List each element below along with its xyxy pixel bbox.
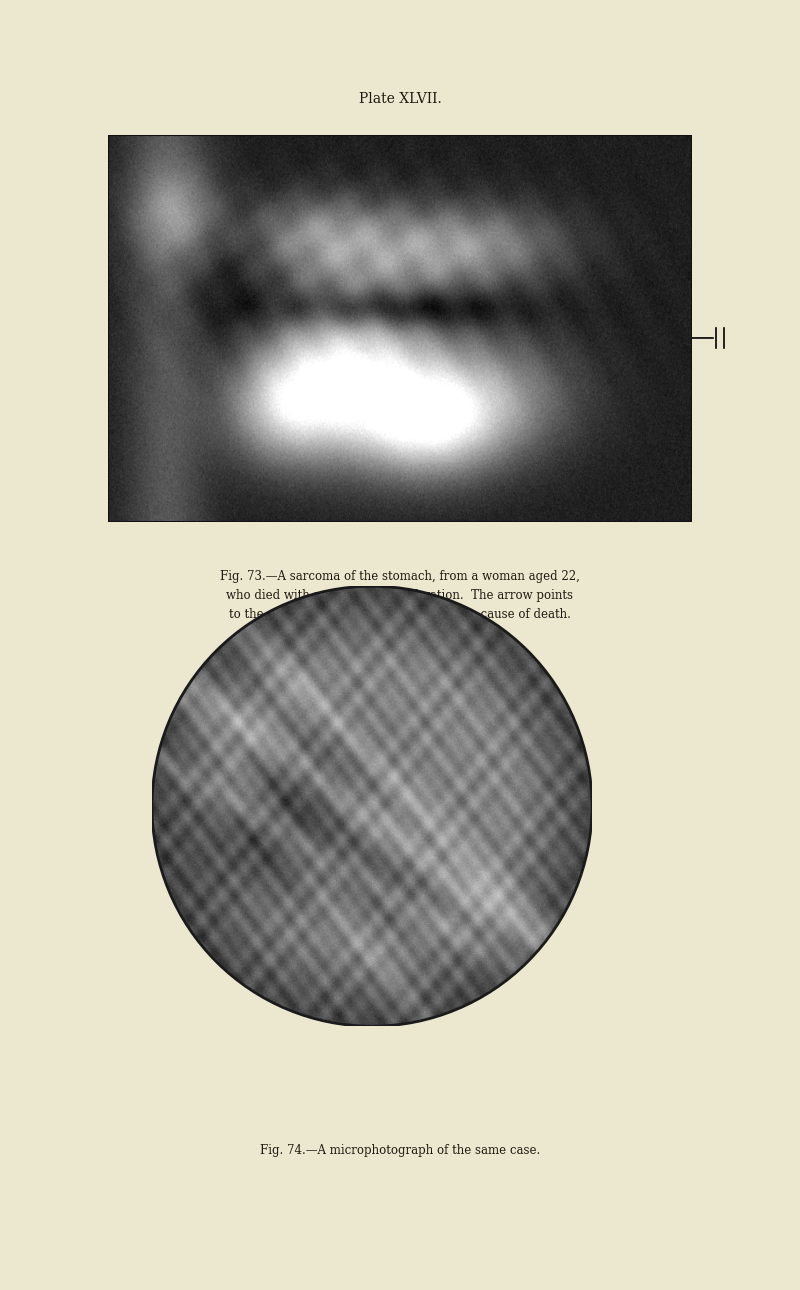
Text: Fig. 74.—A microphotograph of the same case.: Fig. 74.—A microphotograph of the same c… [260,1144,540,1157]
Text: Plate XLVII.: Plate XLVII. [358,93,442,106]
Text: Fig. 73.—A sarcoma of the stomach, from a woman aged 22,
who died with symptoms : Fig. 73.—A sarcoma of the stomach, from … [220,570,580,622]
